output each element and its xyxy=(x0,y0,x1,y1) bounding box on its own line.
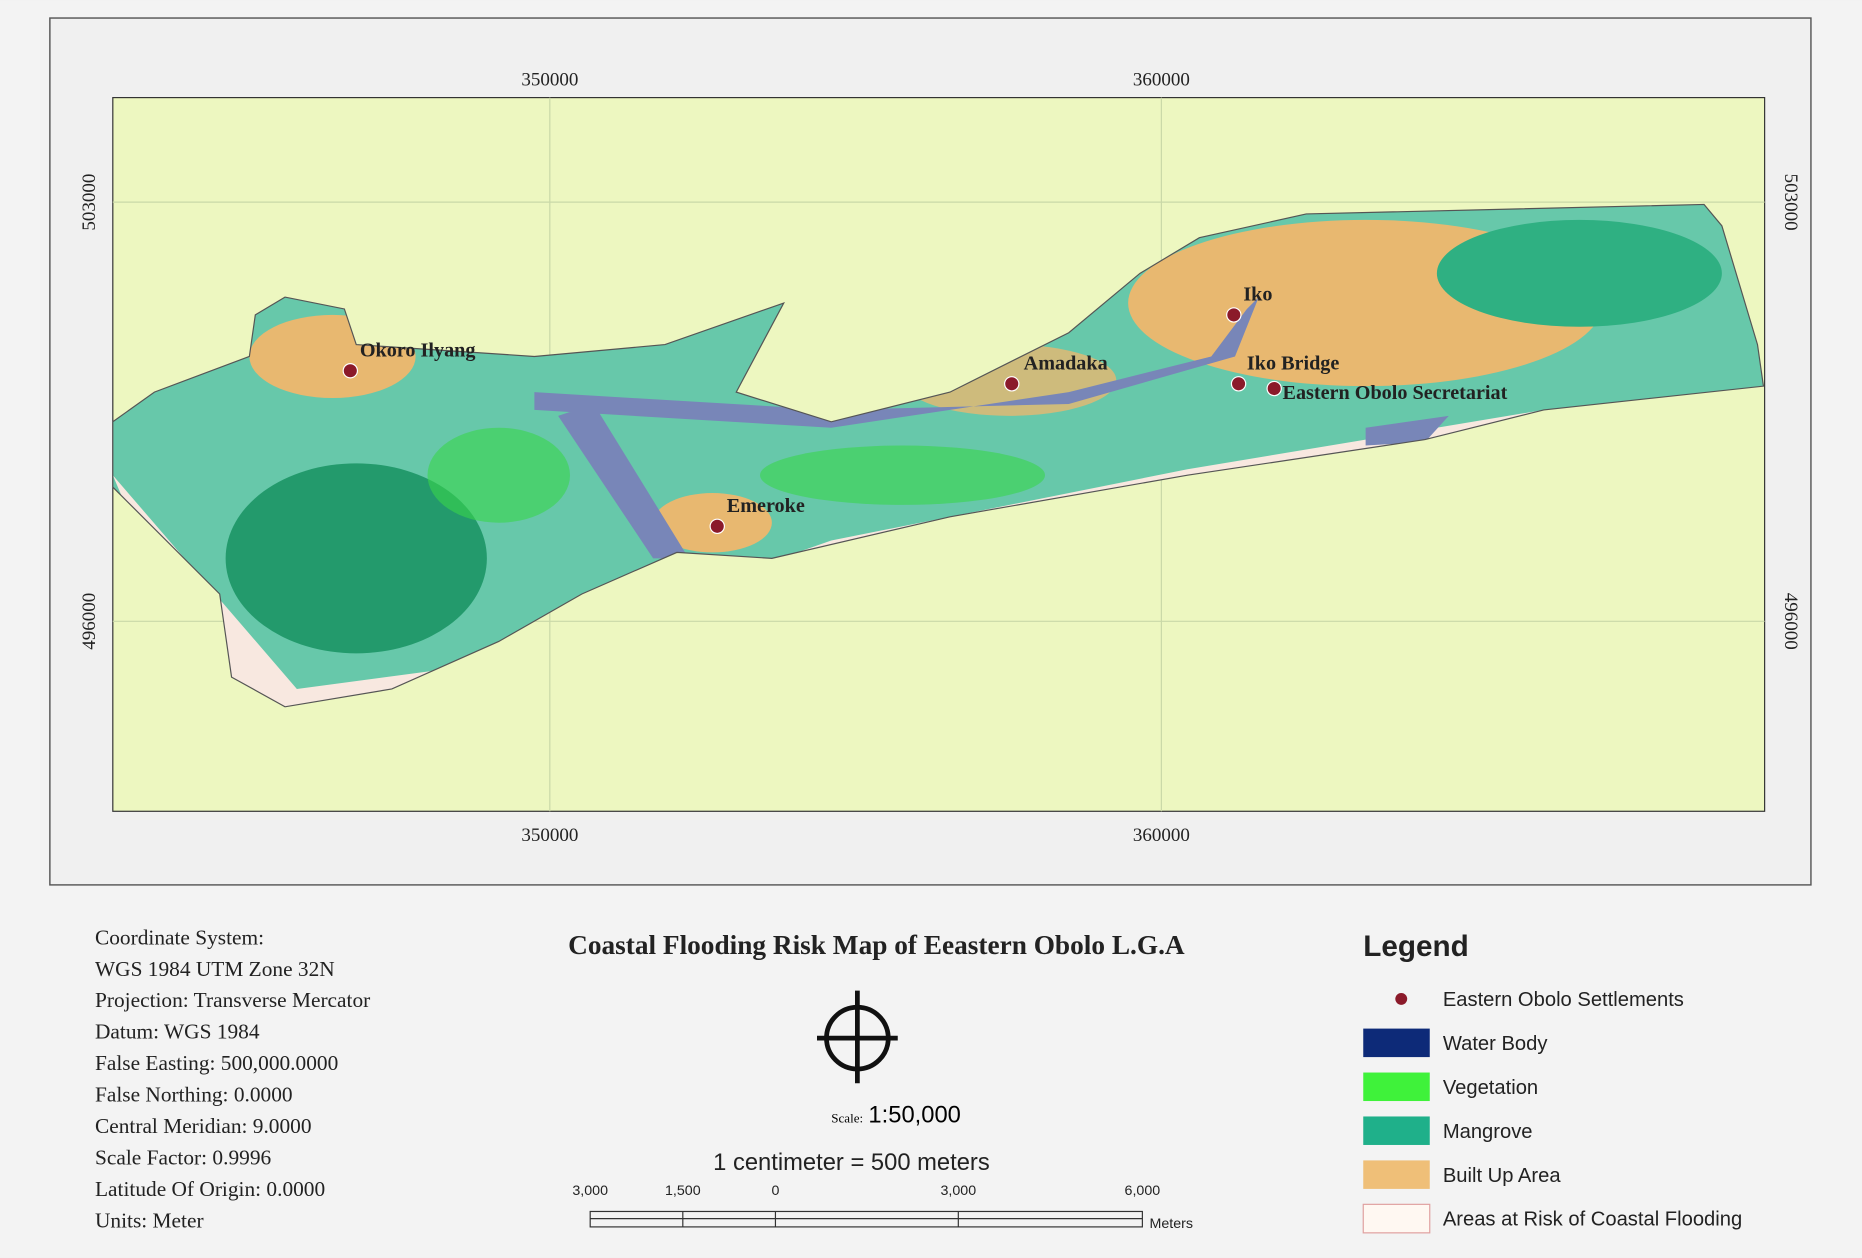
legend-swatch xyxy=(1362,1203,1431,1234)
settlement-point xyxy=(1004,376,1020,392)
mangrove xyxy=(225,463,487,654)
settlement-labels: Okoro Ilyang Amadaka Iko Iko Bridge East… xyxy=(360,284,1508,517)
settlement-point xyxy=(1266,380,1282,397)
scale-prefix: Scale: xyxy=(831,1110,863,1125)
legend-swatch xyxy=(1363,1072,1430,1102)
legend-swatch xyxy=(1363,1028,1430,1058)
scale-bar-label: 6,000 xyxy=(1125,1183,1161,1199)
legend-label: Eastern Obolo Settlements xyxy=(1443,989,1684,1011)
legend-label: Vegetation xyxy=(1443,1077,1538,1099)
coordinate-line: WGS 1984 UTM Zone 32N xyxy=(95,957,335,981)
scale-ratio: 1:50,000 xyxy=(868,1101,960,1128)
coordinate-line: False Easting: 500,000.0000 xyxy=(95,1051,338,1075)
settlement-label: Iko xyxy=(1243,284,1272,306)
scale-bar-label: 3,000 xyxy=(940,1183,976,1199)
grid-labels: 350000 360000 350000 360000 503000 49600… xyxy=(79,70,1801,846)
x-grid-label: 350000 xyxy=(521,825,578,846)
vegetation xyxy=(427,427,570,523)
settlement-point xyxy=(342,363,359,379)
legend-symbols xyxy=(1362,992,1431,1234)
lga-boundary xyxy=(112,203,1765,708)
settlement-label: Emeroke xyxy=(727,495,805,517)
coordinate-line: Projection: Transverse Mercator xyxy=(95,988,370,1012)
legend-swatch xyxy=(1363,1160,1430,1189)
legend-label: Water Body xyxy=(1443,1033,1549,1055)
scale-equivalence: 1 centimeter = 500 meters xyxy=(713,1149,990,1176)
scale-bar-label: 1,500 xyxy=(665,1183,701,1199)
y-grid-label: 496000 xyxy=(1780,593,1801,650)
x-grid-label: 360000 xyxy=(1133,70,1190,91)
legend-labels: Eastern Obolo Settlements Water Body Veget… xyxy=(1443,989,1742,1231)
coordinate-line: False Northing: 0.0000 xyxy=(95,1083,293,1107)
settlement-point xyxy=(709,518,725,534)
y-grid-label: 503000 xyxy=(1780,174,1801,231)
coordinate-line: Units: Meter xyxy=(95,1209,204,1233)
y-grid-label: 496000 xyxy=(79,593,100,650)
coordinate-line: Central Meridian: 9.0000 xyxy=(95,1114,312,1138)
settlement-point xyxy=(1230,376,1247,392)
legend-title: Legend xyxy=(1363,930,1469,963)
x-grid-label: 360000 xyxy=(1133,825,1190,846)
scale-bar xyxy=(589,1210,1143,1228)
coordinate-line: Scale Factor: 0.9996 xyxy=(95,1146,271,1170)
settlement-label: Okoro Ilyang xyxy=(360,339,476,361)
x-grid-label: 350000 xyxy=(521,70,578,91)
mangrove xyxy=(1436,219,1722,327)
legend-label: Mangrove xyxy=(1443,1121,1533,1143)
settlement-label: Amadaka xyxy=(1024,353,1108,375)
scale-unit: Meters xyxy=(1150,1216,1194,1232)
settlement-point xyxy=(1226,307,1242,323)
settlement-label: Iko Bridge xyxy=(1247,353,1340,375)
coordinate-line: Coordinate System: xyxy=(95,925,264,949)
map-title: Coastal Flooding Risk Map of Eeastern Ob… xyxy=(568,930,1185,960)
legend-label: Areas at Risk of Coastal Flooding xyxy=(1443,1209,1742,1231)
scale-bar-label: 0 xyxy=(771,1183,779,1199)
settlement-label: Eastern Obolo Secretariat xyxy=(1283,382,1508,404)
settlements xyxy=(342,307,1282,534)
scale-text: Scale: 1:50,000 xyxy=(831,1101,961,1128)
coordinate-line: Latitude Of Origin: 0.0000 xyxy=(95,1177,325,1201)
vegetation xyxy=(760,445,1045,505)
coordinate-line: Datum: WGS 1984 xyxy=(95,1020,260,1044)
scale-bar-label: 3,000 xyxy=(572,1183,608,1199)
y-grid-label: 503000 xyxy=(79,174,100,231)
legend-point xyxy=(1395,992,1408,1005)
legend-label: Built Up Area xyxy=(1443,1165,1562,1187)
north-arrow xyxy=(817,990,898,1084)
coordinate-info: Coordinate System: WGS 1984 UTM Zone 32N P… xyxy=(95,925,370,1232)
legend-swatch xyxy=(1363,1116,1430,1145)
scale-labels: 3,000 1,500 0 3,000 6,000 Meters xyxy=(572,1183,1193,1232)
